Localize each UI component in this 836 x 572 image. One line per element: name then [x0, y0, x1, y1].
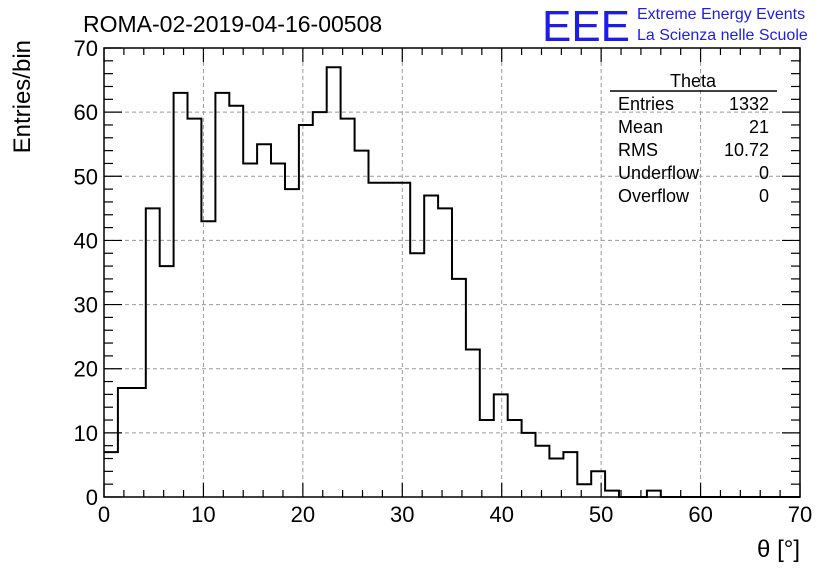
y-tick-label: 10 [74, 421, 98, 446]
stats-label: Overflow [618, 186, 690, 206]
x-tick-label: 30 [390, 502, 414, 527]
y-tick-label: 0 [86, 485, 98, 510]
x-tick-label: 0 [98, 502, 110, 527]
x-tick-label: 20 [291, 502, 315, 527]
stats-rows: Entries 1332 Mean 21 RMS 10.72 Underflow 0 Overf… [618, 94, 769, 206]
y-tick-label: 20 [74, 357, 98, 382]
stats-value: 0 [759, 163, 769, 183]
stats-value: 0 [759, 186, 769, 206]
logo-line2: La Scienza nelle Scuole [637, 27, 808, 44]
stats-title: Theta [670, 71, 717, 91]
x-axis-label: θ [°] [757, 536, 800, 563]
x-tick-label: 70 [788, 502, 812, 527]
y-tick-label: 30 [74, 293, 98, 318]
stats-value: 10.72 [724, 140, 769, 160]
stats-value: 1332 [729, 94, 769, 114]
x-tick-label: 40 [489, 502, 513, 527]
x-tick-labels: 0 10 20 30 40 50 60 70 [98, 502, 812, 527]
y-tick-labels: 0 10 20 30 40 50 60 70 [74, 36, 98, 510]
stats-value: 21 [749, 117, 769, 137]
x-tick-label: 50 [589, 502, 613, 527]
logo-line1: Extreme Energy Events [637, 6, 805, 23]
stats-label: Entries [618, 94, 674, 114]
x-tick-label: 60 [688, 502, 712, 527]
eee-logo: EEE Extreme Energy Events La Scienza nel… [542, 2, 808, 51]
stats-label: Underflow [618, 163, 700, 183]
y-tick-label: 40 [74, 228, 98, 253]
y-tick-label: 50 [74, 164, 98, 189]
stats-label: Mean [618, 117, 663, 137]
y-tick-label: 70 [74, 36, 98, 61]
grid-lines [104, 48, 800, 497]
logo-mark: EEE [542, 2, 630, 51]
y-axis-label: Entries/bin [9, 40, 36, 153]
stats-box: Theta Entries 1332 Mean 21 RMS 10.72 Underflow… [610, 71, 777, 206]
y-tick-label: 60 [74, 100, 98, 125]
plot-frame [103, 47, 801, 498]
x-tick-label: 10 [191, 502, 215, 527]
stats-label: RMS [618, 140, 658, 160]
chart-title: ROMA-02-2019-04-16-00508 [83, 11, 382, 37]
